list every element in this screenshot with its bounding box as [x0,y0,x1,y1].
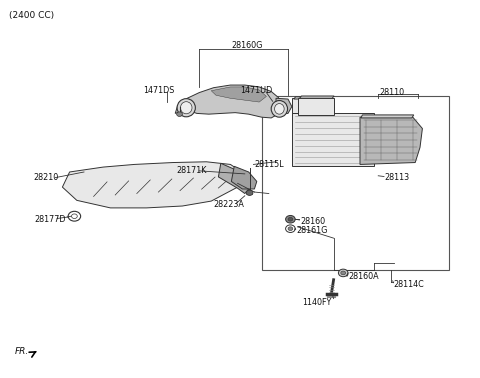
Circle shape [338,269,348,277]
Ellipse shape [177,99,195,117]
Ellipse shape [275,104,284,114]
Polygon shape [361,115,414,118]
Text: 28160G: 28160G [231,41,263,50]
Polygon shape [292,98,326,113]
Circle shape [288,227,293,231]
Polygon shape [62,162,245,208]
Text: (2400 CC): (2400 CC) [9,11,54,20]
Circle shape [246,190,253,195]
Text: 28223A: 28223A [214,200,244,209]
Circle shape [286,215,295,223]
Polygon shape [360,117,422,164]
Polygon shape [292,113,374,166]
Circle shape [177,112,182,116]
Text: 28171K: 28171K [177,166,207,175]
Text: 1471DS: 1471DS [143,86,174,95]
Circle shape [341,271,346,275]
Polygon shape [276,98,292,114]
Polygon shape [218,163,252,194]
Text: 28114C: 28114C [394,280,424,289]
Bar [262,96,449,270]
Text: 28115L: 28115L [254,160,284,169]
Text: 28160A: 28160A [348,272,379,281]
Text: 1471UD: 1471UD [240,86,272,95]
Polygon shape [300,96,334,98]
Text: FR.: FR. [14,347,29,356]
Ellipse shape [271,101,288,117]
Ellipse shape [180,102,192,114]
Polygon shape [175,85,283,118]
Text: 1140FY: 1140FY [302,298,332,307]
Polygon shape [298,98,334,115]
Text: 28113: 28113 [384,173,409,182]
Polygon shape [231,166,257,189]
Text: 28210: 28210 [34,173,59,182]
Polygon shape [294,97,326,99]
Text: 28161G: 28161G [297,226,328,235]
Text: 28160: 28160 [300,217,325,226]
Circle shape [288,217,293,221]
Text: 28110: 28110 [379,88,404,97]
Polygon shape [211,87,266,102]
Text: 28177D: 28177D [35,215,66,224]
